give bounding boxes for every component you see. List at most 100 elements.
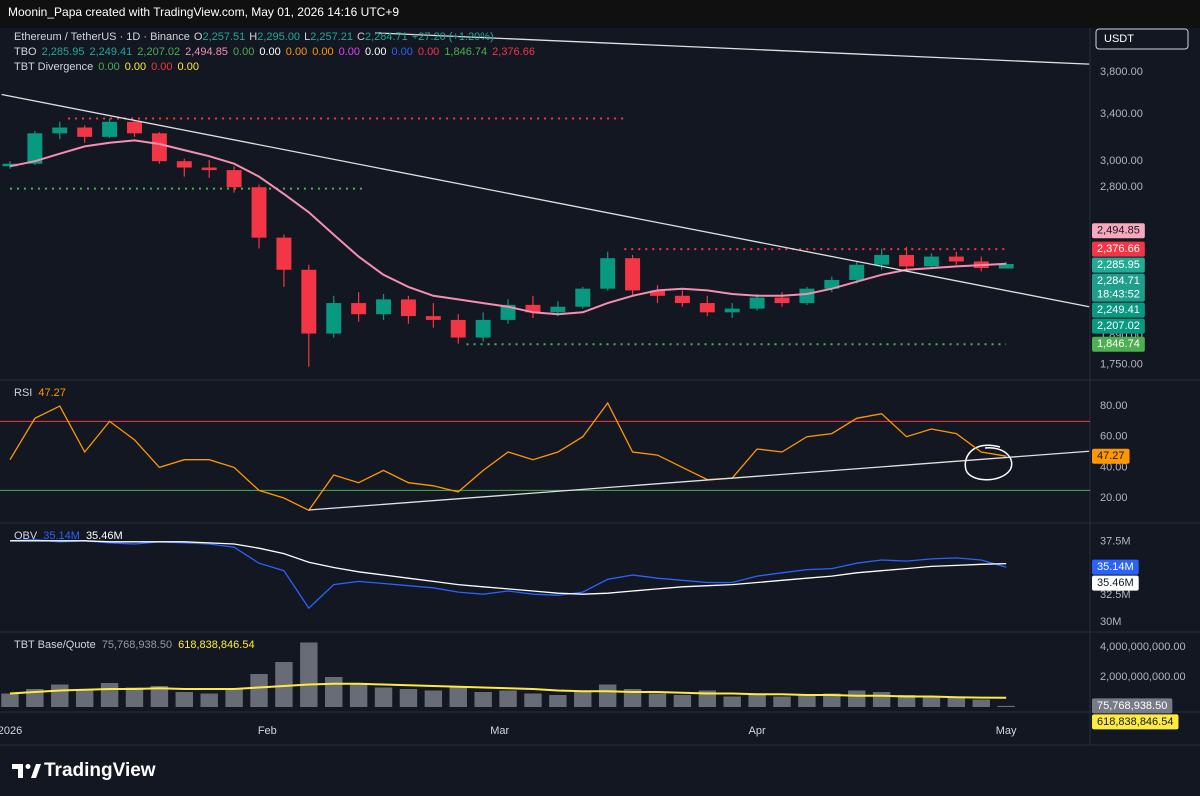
candle-body	[450, 319, 466, 338]
x-tick-label: May	[996, 725, 1017, 737]
volume-bar	[474, 692, 492, 707]
candle-body	[127, 121, 142, 134]
volume-bar	[947, 698, 966, 707]
volume-bar	[51, 684, 69, 707]
volume-bar	[848, 690, 866, 707]
volume-bar	[798, 695, 816, 707]
volume-bar	[75, 690, 94, 707]
legend-item: 0.00	[418, 46, 439, 58]
legend-item: OBV	[14, 530, 38, 542]
candle-body	[724, 308, 740, 313]
volume-bar	[872, 692, 891, 707]
volume-bar	[200, 693, 218, 707]
price-badge	[1092, 302, 1145, 318]
price-badge-label: 2,285.95	[1097, 259, 1140, 271]
candle-body	[151, 133, 167, 162]
price-badge	[1092, 223, 1145, 239]
price-badge	[1092, 575, 1139, 591]
legend-item: Ethereum / TetherUS · 1D · Binance	[14, 31, 190, 43]
volume-bar	[150, 686, 169, 707]
volume-bar	[125, 687, 144, 707]
volume-bar	[499, 690, 517, 707]
candle-body	[52, 127, 68, 134]
price-badge	[1092, 559, 1139, 575]
legend-item: 2,257.51	[202, 31, 245, 43]
legend-item: 0.00	[125, 61, 146, 73]
y-tick-label: 37.5M	[1100, 536, 1131, 548]
candle-body	[251, 187, 267, 238]
price-badge	[1092, 698, 1173, 714]
candle-body	[201, 167, 217, 171]
volume-bar	[250, 674, 268, 707]
candle-body	[500, 304, 516, 320]
candle-body	[176, 161, 192, 168]
series-line	[9, 401, 1007, 512]
price-badge	[1092, 241, 1145, 257]
candle-body	[475, 319, 491, 338]
logo-mark	[31, 764, 41, 778]
y-tick-label: 20.00	[1100, 492, 1128, 504]
legend-item: 0.00	[259, 46, 280, 58]
y-tick-label: 3,400.00	[1100, 108, 1143, 120]
volume-bar	[997, 705, 1015, 707]
candle-body	[376, 299, 392, 315]
price-badge-label: 35.46M	[1097, 577, 1134, 589]
legend-item: 0.00	[178, 61, 199, 73]
y-tick-label: 30M	[1100, 616, 1121, 628]
candle-body	[550, 306, 566, 313]
legend-item: 0.00	[312, 46, 333, 58]
x-tick-label: Apr	[749, 725, 766, 737]
volume-bar	[897, 695, 916, 707]
price-badge-label: 47.27	[1097, 450, 1125, 462]
price-badge	[1092, 336, 1145, 352]
price-badge-label: 2,207.02	[1097, 320, 1140, 332]
legend-item: 0.00	[98, 61, 119, 73]
legend-item: TBT Base/Quote	[14, 639, 96, 651]
volume-bar	[100, 683, 119, 707]
volume-bar	[673, 695, 692, 707]
price-badge	[1092, 257, 1145, 273]
legend-item: 2,284.71	[365, 31, 408, 43]
volume-bar	[598, 684, 617, 707]
legend: TBO 2,285.95 2,249.41 2,207.02 2,494.85 0.00 0…	[14, 46, 535, 58]
candle-body	[27, 133, 43, 164]
header-bar	[0, 0, 1200, 28]
countdown: 18:43:52	[1097, 289, 1140, 301]
candle-body	[425, 316, 441, 320]
legend-item: C	[357, 31, 365, 43]
legend-item: TBT Divergence	[14, 61, 93, 73]
legend: OBV 35.14M 35.46M	[14, 530, 123, 542]
series-line	[9, 682, 1007, 699]
volume-bar	[574, 692, 592, 707]
hand-drawn-circle	[964, 444, 1013, 481]
candle-body	[2, 163, 18, 167]
candle-body	[998, 263, 1014, 269]
legend-item: 0.00	[391, 46, 412, 58]
volume-bar	[349, 684, 368, 707]
legend-item: H	[249, 31, 257, 43]
price-badge-label: 2,376.66	[1097, 243, 1140, 255]
volume-bar	[823, 693, 841, 707]
candle-body	[77, 127, 93, 137]
currency: USDT	[1104, 33, 1134, 45]
footer-brand: TradingView	[44, 760, 156, 781]
legend-item: RSI	[14, 387, 32, 399]
legend-item: 2,207.02	[137, 46, 180, 58]
y-tick-label: 32.5M	[1100, 589, 1131, 601]
indicator-line	[9, 139, 1007, 316]
pane	[1, 32, 1090, 367]
series-line	[10, 540, 1007, 595]
legend-item: 0.00	[339, 46, 360, 58]
currency-box	[1095, 28, 1189, 50]
legend-item: 1,846.74	[444, 46, 487, 58]
volume-bar	[623, 689, 642, 707]
legend: Ethereum / TetherUS · 1D · Binance O2,257…	[14, 31, 494, 43]
price-badge-label: 75,768,938.50	[1097, 700, 1167, 712]
candle-body	[799, 288, 815, 304]
price-badge	[1092, 273, 1145, 302]
legend-item: 0.00	[286, 46, 307, 58]
candle-body	[351, 303, 367, 315]
x-tick-label: Feb	[258, 725, 277, 737]
legend-item: 2,285.95	[42, 46, 85, 58]
